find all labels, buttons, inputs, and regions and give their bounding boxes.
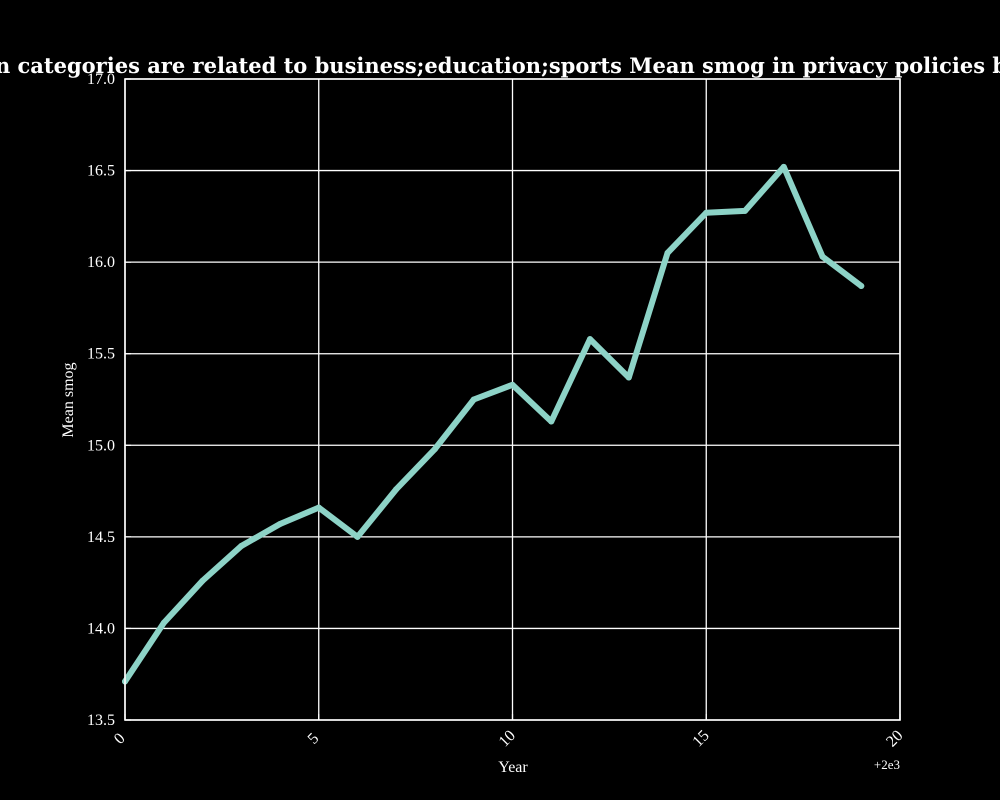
data-point <box>509 381 516 388</box>
data-point <box>160 619 167 626</box>
data-point <box>432 445 438 452</box>
data-point <box>819 253 826 260</box>
chart-title: when categories are related to business;… <box>0 53 1000 78</box>
x-axis-offset-label: +2e3 <box>874 757 900 772</box>
y-tick-label: 16.5 <box>87 163 115 180</box>
data-point <box>780 163 787 170</box>
data-point <box>858 282 865 289</box>
y-tick-label: 13.5 <box>87 712 115 729</box>
data-point <box>315 504 322 511</box>
y-tick-label: 14.5 <box>87 529 115 546</box>
data-point <box>199 577 206 584</box>
y-tick-label: 15.0 <box>87 437 115 454</box>
y-tick-label: 17.0 <box>87 71 115 88</box>
data-point <box>470 396 477 403</box>
data-point <box>238 543 245 550</box>
series-line <box>122 163 865 685</box>
data-point <box>354 533 361 540</box>
data-point <box>548 418 555 425</box>
data-point <box>393 486 400 493</box>
y-tick-label: 15.5 <box>87 346 115 363</box>
data-point <box>277 521 283 528</box>
data-point <box>664 249 671 256</box>
y-tick-label: 16.0 <box>87 254 115 271</box>
data-point <box>703 209 710 216</box>
data-point <box>625 374 632 381</box>
y-axis-label: Mean smog <box>60 362 77 437</box>
data-point <box>587 336 593 343</box>
x-axis-label: Year <box>498 759 528 776</box>
data-point <box>742 207 748 214</box>
series-layer <box>122 163 865 685</box>
y-tick-label: 14.0 <box>87 620 115 637</box>
